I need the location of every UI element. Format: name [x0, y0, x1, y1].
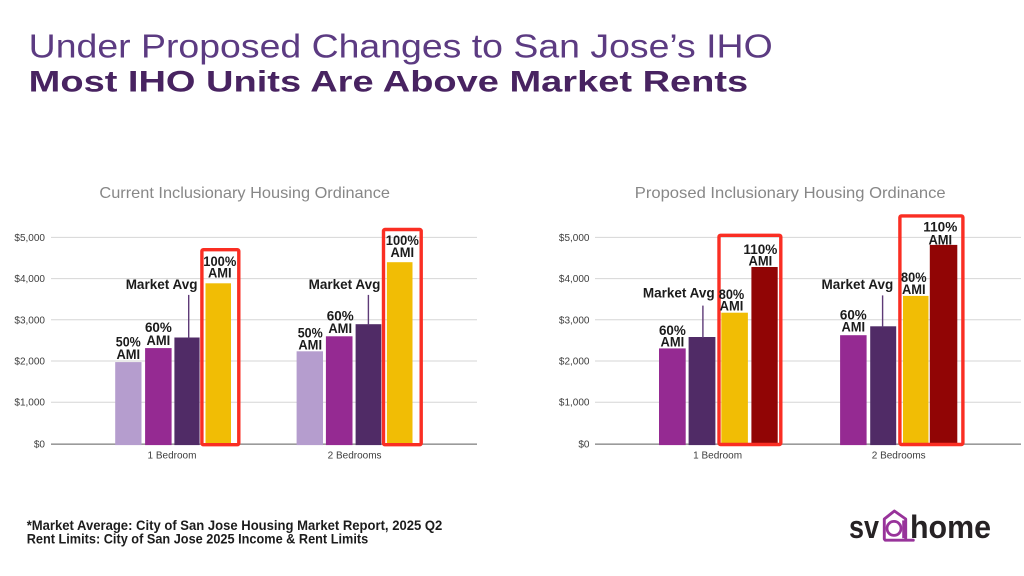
svg-text:AMI: AMI	[841, 320, 865, 335]
svg-text:Current Inclusionary Housing O: Current Inclusionary Housing Ordinance	[99, 185, 390, 202]
svg-text:Market Avg: Market Avg	[822, 277, 894, 292]
svg-text:AMI: AMI	[390, 245, 414, 260]
svg-text:$5,000: $5,000	[559, 233, 590, 244]
svg-text:$3,000: $3,000	[559, 315, 590, 326]
svg-text:AMI: AMI	[661, 335, 685, 350]
svg-text:AMI: AMI	[147, 333, 171, 348]
svg-text:$5,000: $5,000	[14, 233, 45, 244]
svg-text:2 Bedrooms: 2 Bedrooms	[328, 451, 382, 462]
svg-text:60%: 60%	[840, 308, 867, 323]
svg-text:AMI: AMI	[720, 298, 744, 313]
svg-text:80%: 80%	[719, 287, 745, 302]
svg-text:110%: 110%	[923, 220, 957, 235]
svg-text:60%: 60%	[327, 308, 354, 323]
svg-text:60%: 60%	[659, 323, 686, 338]
svg-text:Rent Limits: City of San Jose: Rent Limits: City of San Jose 2025 Incom…	[27, 531, 369, 547]
svg-text:AMI: AMI	[116, 347, 140, 362]
svg-text:Market Avg: Market Avg	[643, 285, 715, 300]
svg-text:100%: 100%	[386, 233, 419, 248]
svg-text:$0: $0	[578, 440, 590, 451]
svg-text:$1,000: $1,000	[14, 398, 45, 409]
svg-text:Market Avg: Market Avg	[126, 277, 198, 292]
svg-text:Market Avg: Market Avg	[309, 277, 381, 292]
svg-text:home: home	[910, 509, 991, 545]
svg-text:sv: sv	[849, 509, 879, 545]
svg-text:80%: 80%	[901, 270, 927, 285]
svg-text:$3,000: $3,000	[14, 315, 45, 326]
svg-text:Most IHO Units Are Above Marke: Most IHO Units Are Above Market Rents	[29, 65, 749, 98]
svg-text:60%: 60%	[145, 320, 172, 335]
svg-text:AMI: AMI	[902, 282, 926, 297]
svg-text:$2,000: $2,000	[559, 357, 590, 368]
svg-text:$4,000: $4,000	[559, 274, 590, 285]
svg-text:2 Bedrooms: 2 Bedrooms	[872, 451, 926, 462]
svg-text:110%: 110%	[743, 242, 777, 257]
svg-text:50%: 50%	[116, 335, 141, 350]
svg-text:AMI: AMI	[928, 232, 952, 247]
svg-text:*Market Average: City of San J: *Market Average: City of San Jose Housin…	[27, 517, 443, 533]
svg-text:$4,000: $4,000	[14, 274, 45, 285]
svg-text:$0: $0	[34, 440, 46, 451]
svg-text:50%: 50%	[298, 325, 323, 340]
svg-text:$1,000: $1,000	[559, 398, 590, 409]
svg-text:AMI: AMI	[208, 265, 232, 280]
svg-text:AMI: AMI	[749, 254, 773, 269]
svg-text:$2,000: $2,000	[14, 357, 45, 368]
svg-text:AMI: AMI	[298, 338, 322, 353]
svg-text:Proposed Inclusionary Housing: Proposed Inclusionary Housing Ordinance	[635, 185, 946, 202]
svg-text:AMI: AMI	[328, 321, 352, 336]
svg-text:1 Bedroom: 1 Bedroom	[693, 451, 742, 462]
svg-text:100%: 100%	[203, 254, 236, 269]
svg-text:1 Bedroom: 1 Bedroom	[148, 451, 197, 462]
svg-text:Under Proposed Changes to San: Under Proposed Changes to San Jose’s IHO	[29, 28, 773, 65]
